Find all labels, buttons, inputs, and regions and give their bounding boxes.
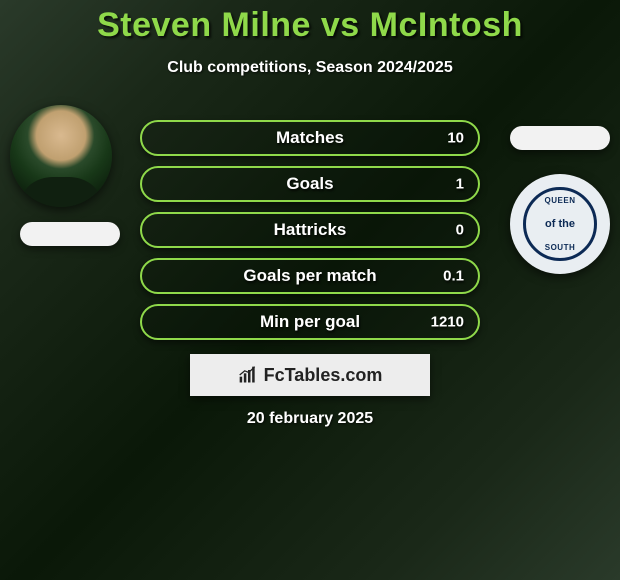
stat-value-right: 1 <box>456 176 464 193</box>
stat-label: Hattricks <box>274 220 347 240</box>
club-badge-text-bottom: SOUTH <box>545 243 576 252</box>
page-title: Steven Milne vs McIntosh <box>0 0 620 45</box>
comparison-card: Steven Milne vs McIntosh Club competitio… <box>0 0 620 580</box>
stat-row: Matches 10 <box>140 120 480 156</box>
stat-row: Goals 1 <box>140 166 480 202</box>
player-left-name-pill <box>20 222 120 246</box>
stat-row: Min per goal 1210 <box>140 304 480 340</box>
player-left-avatar <box>10 105 112 207</box>
stat-value-right: 0.1 <box>443 268 464 285</box>
stat-row: Hattricks 0 <box>140 212 480 248</box>
stat-label: Matches <box>276 128 344 148</box>
club-badge-text-top: QUEEN <box>545 196 576 205</box>
stat-value-right: 10 <box>447 130 464 147</box>
club-badge-inner: QUEEN of the SOUTH <box>523 187 597 261</box>
date-text: 20 february 2025 <box>0 410 620 428</box>
stat-label: Min per goal <box>260 312 360 332</box>
branding-text: FcTables.com <box>264 365 383 386</box>
stat-value-right: 1210 <box>431 314 464 331</box>
bar-chart-icon <box>238 365 258 385</box>
player-right-name-pill <box>510 126 610 150</box>
stats-panel: Matches 10 Goals 1 Hattricks 0 Goals per match… <box>140 120 480 350</box>
stat-label: Goals per match <box>243 266 376 286</box>
club-badge-text-mid: of the <box>545 218 575 230</box>
stat-value-right: 0 <box>456 222 464 239</box>
stat-row: Goals per match 0.1 <box>140 258 480 294</box>
subtitle: Club competitions, Season 2024/2025 <box>0 59 620 77</box>
player-right-club-badge: QUEEN of the SOUTH <box>510 174 610 274</box>
stat-label: Goals <box>286 174 333 194</box>
branding-banner[interactable]: FcTables.com <box>190 354 430 396</box>
